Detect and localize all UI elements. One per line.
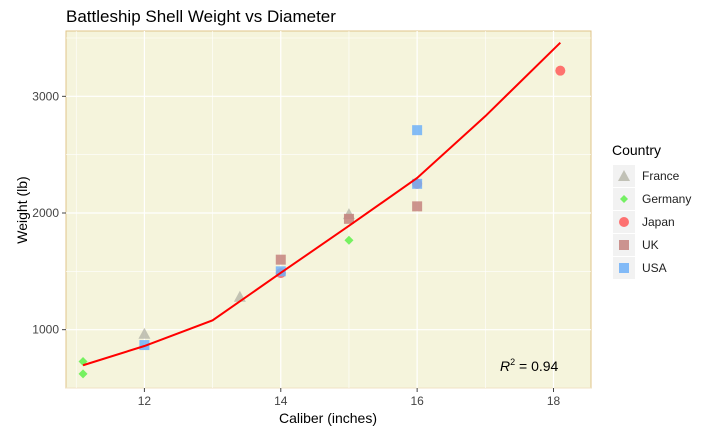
y-axis-label: Weight (lb)	[14, 176, 30, 243]
gridlines	[66, 31, 591, 389]
legend-key-france	[618, 170, 630, 181]
point-germany	[78, 369, 88, 379]
plot-panel	[65, 30, 592, 389]
fit-line	[82, 41, 562, 367]
point-uk	[275, 254, 286, 265]
y-tick-label: 1000	[32, 323, 59, 337]
legend-label-france: France	[642, 169, 680, 183]
point-usa	[412, 125, 423, 136]
chart-title: Battleship Shell Weight vs Diameter	[66, 7, 336, 26]
legend-key-germany	[620, 195, 628, 203]
point-uk	[343, 213, 354, 224]
y-tick-label: 3000	[32, 89, 59, 103]
point-france	[138, 327, 151, 339]
point-japan	[555, 65, 566, 76]
x-tick-label: 16	[410, 394, 424, 408]
x-tick-label: 14	[274, 394, 288, 408]
legend-label-japan: Japan	[642, 215, 675, 229]
axes: 12 14 16 18 1000 2000 3000	[32, 89, 560, 408]
point-germany	[344, 235, 354, 245]
x-tick-label: 18	[547, 394, 561, 408]
r2-annotation: R2 = 0.94	[500, 357, 559, 374]
legend: France Germany Japan UK USA	[613, 165, 691, 279]
x-axis-label: Caliber (inches)	[279, 410, 377, 426]
legend-label-uk: UK	[642, 238, 659, 252]
legend-label-germany: Germany	[642, 192, 691, 206]
x-tick-label: 12	[138, 394, 152, 408]
point-usa	[412, 178, 423, 189]
legend-key-uk	[619, 240, 629, 250]
legend-key-japan	[619, 217, 629, 227]
legend-key-usa	[619, 263, 629, 273]
legend-title: Country	[612, 142, 661, 158]
point-usa	[275, 266, 286, 277]
legend-label-usa: USA	[642, 261, 667, 275]
point-uk	[412, 201, 423, 212]
y-tick-label: 2000	[32, 206, 59, 220]
